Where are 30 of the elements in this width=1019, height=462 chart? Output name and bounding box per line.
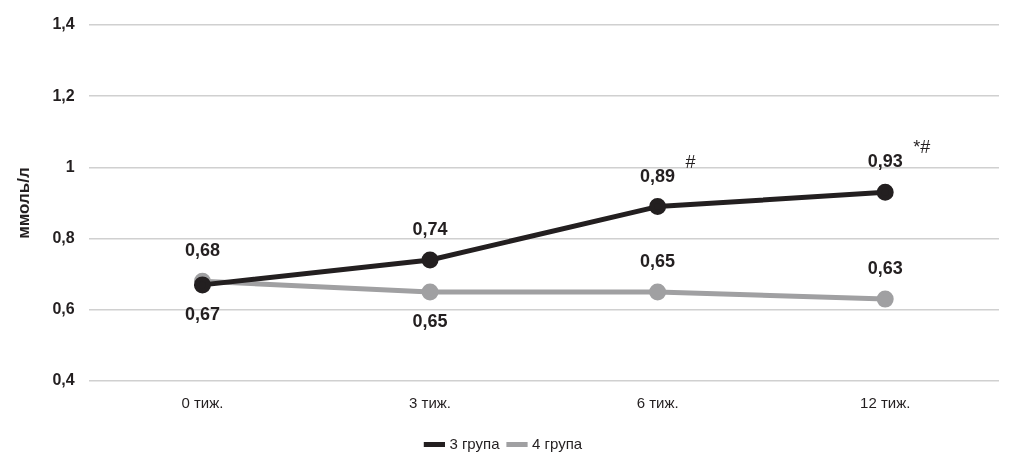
y-tick-label: 1 [65,157,75,175]
x-tick-label: 12 тиж. [860,394,911,412]
data-label: 0,63 [867,258,903,279]
point [649,283,667,301]
data-label: 0,68 [184,240,220,261]
point [649,198,667,216]
y-tick-label: 1,4 [52,15,75,33]
y-tick-label: 0,4 [52,371,75,389]
data-label: 0,65 [640,250,676,271]
data-label: 0,65 [412,310,448,331]
point [876,183,894,201]
data-label: 0,89 [640,165,676,186]
legend-label: 4 група [532,434,583,452]
annotation: # [685,151,696,172]
x-tick-label: 6 тиж. [636,394,679,412]
x-tick-label: 0 тиж. [181,394,224,412]
y-tick-label: 1,2 [52,86,75,104]
point [421,283,439,301]
point [421,251,439,269]
y-axis-title: ммоль/л [13,167,33,239]
y-tick-label: 0,8 [52,229,75,247]
data-label: 0,74 [412,218,448,239]
annotation: *# [913,137,931,158]
point [193,276,211,294]
data-label: 0,67 [184,303,220,324]
point [876,290,894,308]
x-tick-label: 3 тиж. [409,394,452,412]
legend-label: 3 група [449,434,501,452]
y-tick-label: 0,6 [52,300,75,318]
data-label: 0,93 [867,151,903,172]
